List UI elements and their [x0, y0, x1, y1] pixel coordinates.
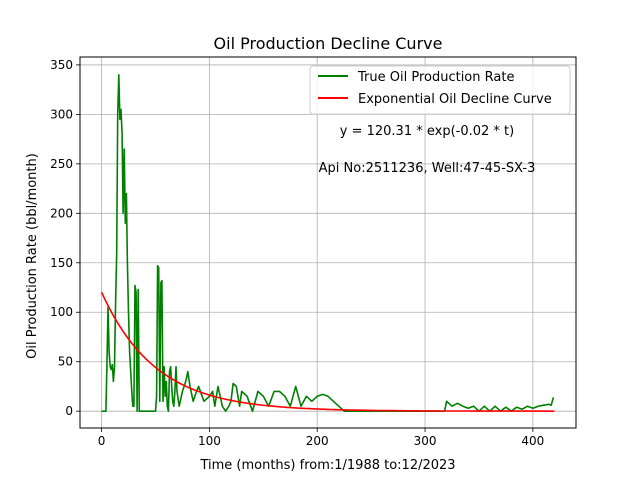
well-annotation: Api No:2511236, Well:47-45-SX-3: [319, 161, 536, 176]
x-tick-label: 400: [521, 434, 544, 448]
y-tick-label: 0: [65, 404, 73, 418]
legend: True Oil Production Rate Exponential Oil…: [309, 65, 571, 115]
x-tick-label: 0: [98, 434, 106, 448]
y-tick-label: 300: [50, 107, 73, 121]
y-tick-label: 250: [50, 157, 73, 171]
plot-frame: [79, 56, 577, 429]
x-tick-label: 300: [414, 434, 437, 448]
legend-label-true-rate: True Oil Production Rate: [357, 70, 514, 85]
legend-box: [309, 65, 571, 115]
y-tick-label: 50: [58, 355, 73, 369]
y-tick-label: 100: [50, 305, 73, 319]
y-tick-label: 150: [50, 256, 73, 270]
legend-label-exponential: Exponential Oil Decline Curve: [358, 92, 552, 107]
chart-title: Oil Production Decline Curve: [214, 34, 443, 53]
y-axis-label: Oil Production Rate (bbl/month): [25, 153, 40, 359]
y-tick-label: 350: [50, 58, 73, 72]
axis-ticks: 0 100 200 300 400 0 50 100 150 200 250 300 350: [50, 58, 544, 448]
x-axis-label: Time (months) from:1/1988 to:12/2023: [199, 458, 455, 473]
series-line-exponential-decline: [100, 291, 555, 413]
x-tick-label: 200: [306, 434, 329, 448]
series-layer: [100, 74, 555, 413]
series-line-true-production: [101, 74, 555, 413]
x-tick-label: 100: [198, 434, 221, 448]
y-tick-label: 200: [50, 206, 73, 220]
equation-annotation: y = 120.31 * exp(-0.02 * t): [340, 124, 514, 139]
